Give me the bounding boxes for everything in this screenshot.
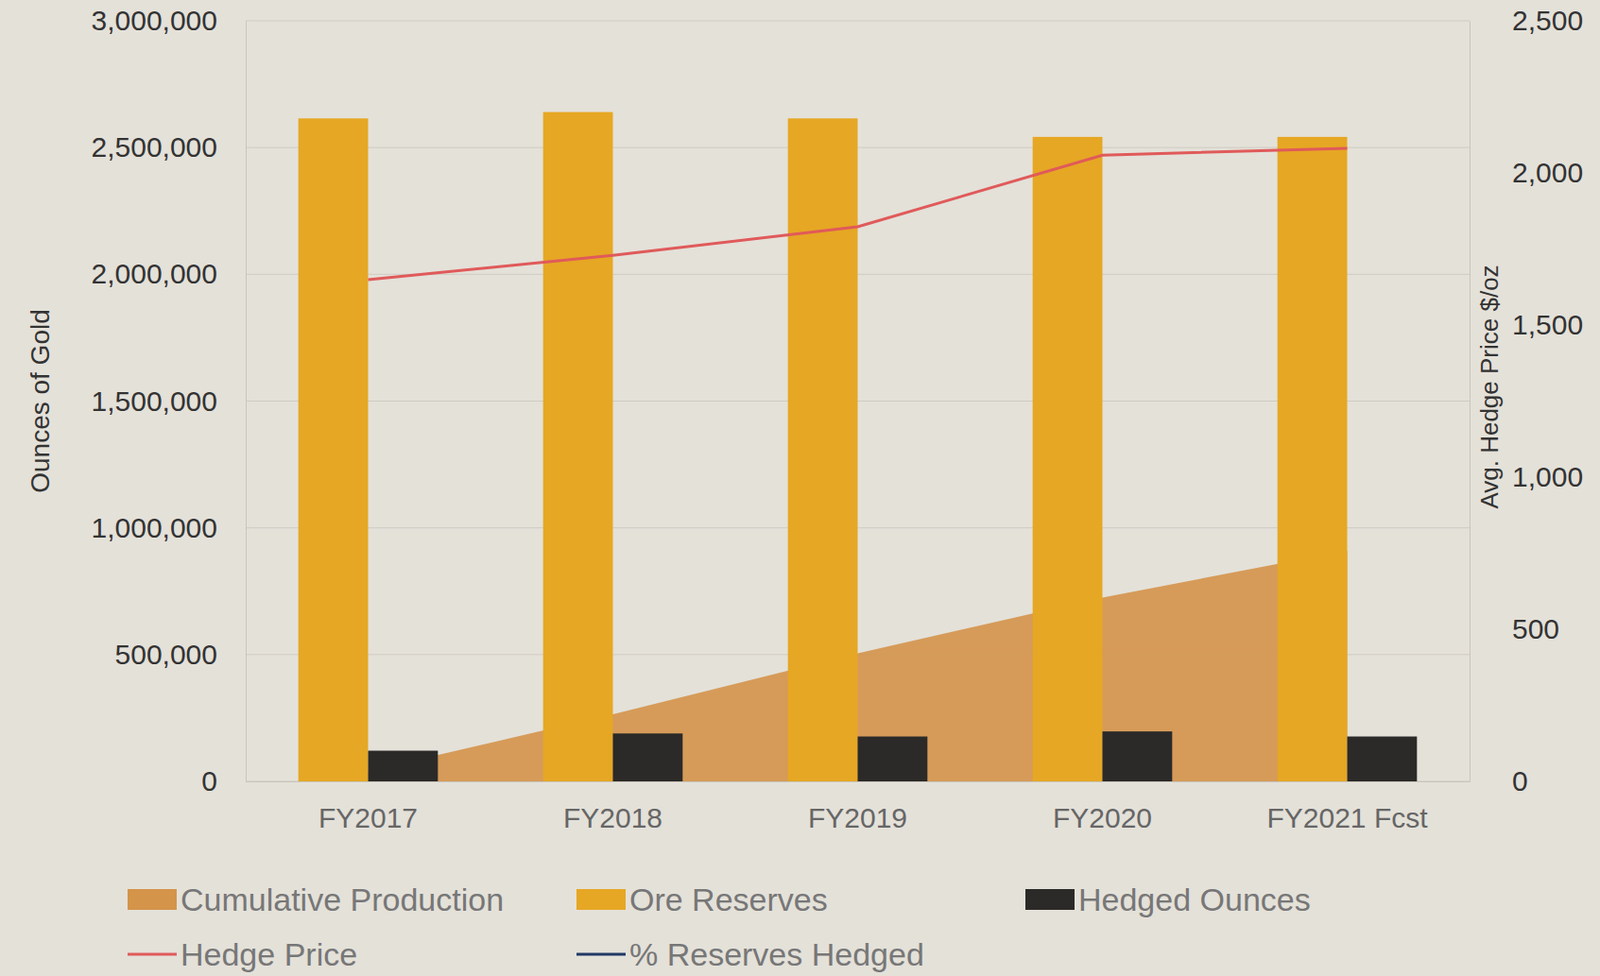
tick: 500,000 <box>115 638 246 671</box>
tick: 2,000,000 <box>91 258 246 290</box>
tick-label: 1,000,000 <box>91 512 218 544</box>
tick-label: FY2017 <box>318 802 418 834</box>
tick: 1,500,000 <box>91 385 246 417</box>
legend-swatch <box>576 889 626 911</box>
tick-label: 0 <box>201 765 218 797</box>
axis-title: Ounces of Gold <box>25 309 55 494</box>
tick: 0 <box>201 765 246 797</box>
tick: 2,500,000 <box>91 131 246 163</box>
tick: 2,000 <box>1469 156 1583 189</box>
bar <box>613 733 684 782</box>
tick-label: 1,500,000 <box>91 385 218 417</box>
legend-swatch <box>127 953 177 957</box>
tick-label: 500,000 <box>115 638 218 671</box>
legend-label: Cumulative Production <box>180 881 504 918</box>
tick-label: FY2021 Fcst <box>1266 802 1428 834</box>
legend-swatch <box>1025 889 1075 911</box>
axis-line <box>246 781 1471 783</box>
tick: FY2021 Fcst <box>1266 781 1428 834</box>
legend-item: Ore Reserves <box>576 881 828 918</box>
tick: FY2020 <box>1052 781 1153 834</box>
legend-label: % Reserves Hedged <box>629 936 925 973</box>
bar <box>788 118 859 782</box>
y-axis: 0 500,000 1,000,000 1,500,000 2,000,000 2,500… <box>91 4 247 797</box>
legend-label: Ore Reserves <box>629 881 828 918</box>
axis-line <box>245 21 247 783</box>
chart: 0 500,000 1,000,000 1,500,000 2,000,000 2,500… <box>0 0 1600 976</box>
tick: 2,500 <box>1469 4 1583 36</box>
plot-area <box>298 112 1418 782</box>
tick: 0 <box>1469 765 1529 797</box>
grid <box>245 20 1470 782</box>
bar <box>543 112 614 782</box>
tick-label: FY2018 <box>563 802 663 834</box>
line <box>368 148 1348 280</box>
tick-label: 1,000 <box>1512 461 1583 493</box>
legend: Cumulative Production Ore Reserves Hedged … <box>127 881 1311 973</box>
tick-label: 2,000 <box>1512 156 1583 189</box>
bar <box>1032 137 1103 782</box>
legend-item: Cumulative Production <box>127 881 504 918</box>
tick-label: FY2020 <box>1052 802 1153 834</box>
legend-item: Hedge Price <box>127 936 358 973</box>
grid-line <box>245 20 1470 22</box>
x-axis: FY2017 FY2018 FY2019 FY2020 FY2021 Fcst <box>246 781 1471 834</box>
legend-swatch <box>127 889 177 911</box>
bar <box>858 737 929 782</box>
tick-label: 1,500 <box>1512 309 1583 341</box>
axis-line <box>1469 21 1471 783</box>
bar <box>1102 731 1173 782</box>
tick: 3,000,000 <box>91 4 246 36</box>
tick-label: FY2019 <box>808 802 908 834</box>
tick-label: 2,500 <box>1512 4 1583 36</box>
tick-label: 500 <box>1512 613 1560 645</box>
tick: FY2017 <box>318 781 418 834</box>
bar <box>298 118 369 782</box>
tick: FY2018 <box>563 781 663 834</box>
legend-swatch <box>576 953 626 957</box>
legend-item: % Reserves Hedged <box>576 936 925 973</box>
tick-label: 3,000,000 <box>91 4 218 36</box>
tick: 500 <box>1469 613 1560 645</box>
tick: FY2019 <box>808 781 908 834</box>
tick-label: 2,000,000 <box>91 258 218 290</box>
axis-title: Avg. Hedge Price $/oz <box>1475 264 1504 509</box>
legend-item: Hedged Ounces <box>1025 881 1311 918</box>
bar <box>368 751 439 782</box>
tick-label: 0 <box>1512 765 1529 797</box>
tick-label: 2,500,000 <box>91 131 218 163</box>
bar <box>1277 137 1348 782</box>
legend-label: Hedge Price <box>180 936 358 973</box>
y2-axis: 0 500 1,000 1,500 2,000 2,500 <box>1469 4 1583 797</box>
tick: 1,000,000 <box>91 512 246 544</box>
bar <box>1347 737 1418 782</box>
legend-label: Hedged Ounces <box>1078 881 1311 918</box>
